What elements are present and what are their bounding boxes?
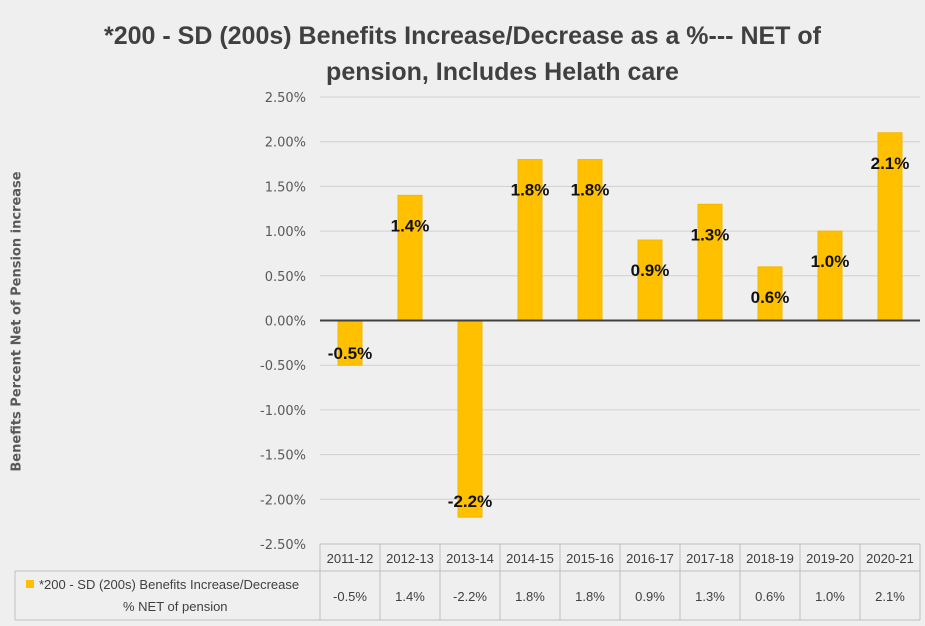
y-tick-label: -1.00% (260, 404, 306, 419)
table-value: 0.9% (635, 589, 665, 604)
x-tick-label: 2011-12 (327, 551, 374, 566)
bar-2020-21 (877, 132, 903, 321)
y-tick-label: 1.50% (265, 180, 306, 195)
table-value: 1.4% (395, 589, 425, 604)
table-value: 2.1% (875, 589, 905, 604)
bar-2012-13 (397, 194, 423, 321)
table-value: 1.8% (575, 589, 605, 604)
bar-2013-14 (457, 320, 483, 518)
legend-label-line-1: *200 - SD (200s) Benefits Increase/Decre… (39, 577, 299, 592)
x-tick-label: 2013-14 (446, 551, 494, 566)
data-label-2015-16: 1.8% (571, 181, 610, 200)
data-label-2014-15: 1.8% (511, 181, 550, 200)
bar-2018-19 (757, 266, 783, 321)
bars (337, 132, 903, 518)
bar-2017-18 (697, 203, 723, 321)
y-tick-label: -2.50% (260, 538, 306, 553)
x-tick-label: 2019-20 (806, 551, 854, 566)
table-value: 1.3% (695, 589, 725, 604)
y-tick-label: 2.50% (265, 91, 306, 106)
table-value: -2.2% (453, 589, 487, 604)
data-table: 2011-12 -0.5% 2012-13 1.4% 2013-14 -2.2% 2014-… (14, 543, 921, 621)
bar-2011-12 (337, 320, 363, 366)
data-label-2012-13: 1.4% (391, 216, 430, 235)
chart-title-line-2: pension, Includes Helath care (326, 58, 679, 86)
x-tick-label: 2012-13 (386, 551, 434, 566)
table-value: -0.5% (333, 589, 367, 604)
bar-2016-17 (637, 239, 663, 321)
y-tick-label: -1.50% (260, 449, 306, 464)
legend-swatch (26, 580, 34, 588)
data-label-2016-17: 0.9% (631, 261, 670, 280)
y-tick-label: 0.00% (265, 315, 306, 330)
y-tick-label: 1.00% (265, 225, 306, 240)
chart-title-line-1: *200 - SD (200s) Benefits Increase/Decre… (104, 22, 821, 50)
y-tick-label: 2.00% (265, 136, 306, 151)
data-label-2013-14: -2.2% (448, 492, 492, 511)
x-tick-label: 2016-17 (626, 551, 674, 566)
data-labels: -0.5% 1.4% -2.2% 1.8% 1.8% 0.9% 1.3% 0.6% 1.0% 2.… (328, 154, 910, 511)
data-label-2018-19: 0.6% (751, 288, 790, 307)
data-label-2017-18: 1.3% (691, 225, 730, 244)
table-value: 1.8% (515, 589, 545, 604)
x-tick-label: 2015-16 (566, 551, 614, 566)
table-value: 1.0% (815, 589, 845, 604)
bar-2019-20 (817, 230, 843, 322)
data-label-2019-20: 1.0% (811, 252, 850, 271)
legend-label-line-2: % NET of pension (123, 599, 228, 614)
y-tick-label: -2.00% (260, 493, 306, 508)
x-tick-label: 2017-18 (686, 551, 734, 566)
y-tick-label: 0.50% (265, 270, 306, 285)
x-tick-label: 2020-21 (866, 551, 914, 566)
table-value: 0.6% (755, 589, 785, 604)
data-label-2011-12: -0.5% (328, 344, 372, 363)
x-tick-label: 2018-19 (746, 551, 794, 566)
data-label-2020-21: 2.1% (871, 154, 910, 173)
x-tick-label: 2014-15 (506, 551, 554, 566)
y-axis-ticks: 2.50% 2.00% 1.50% 1.00% 0.50% 0.00% -0.50% -1.0… (260, 91, 306, 553)
y-tick-label: -0.50% (260, 359, 306, 374)
